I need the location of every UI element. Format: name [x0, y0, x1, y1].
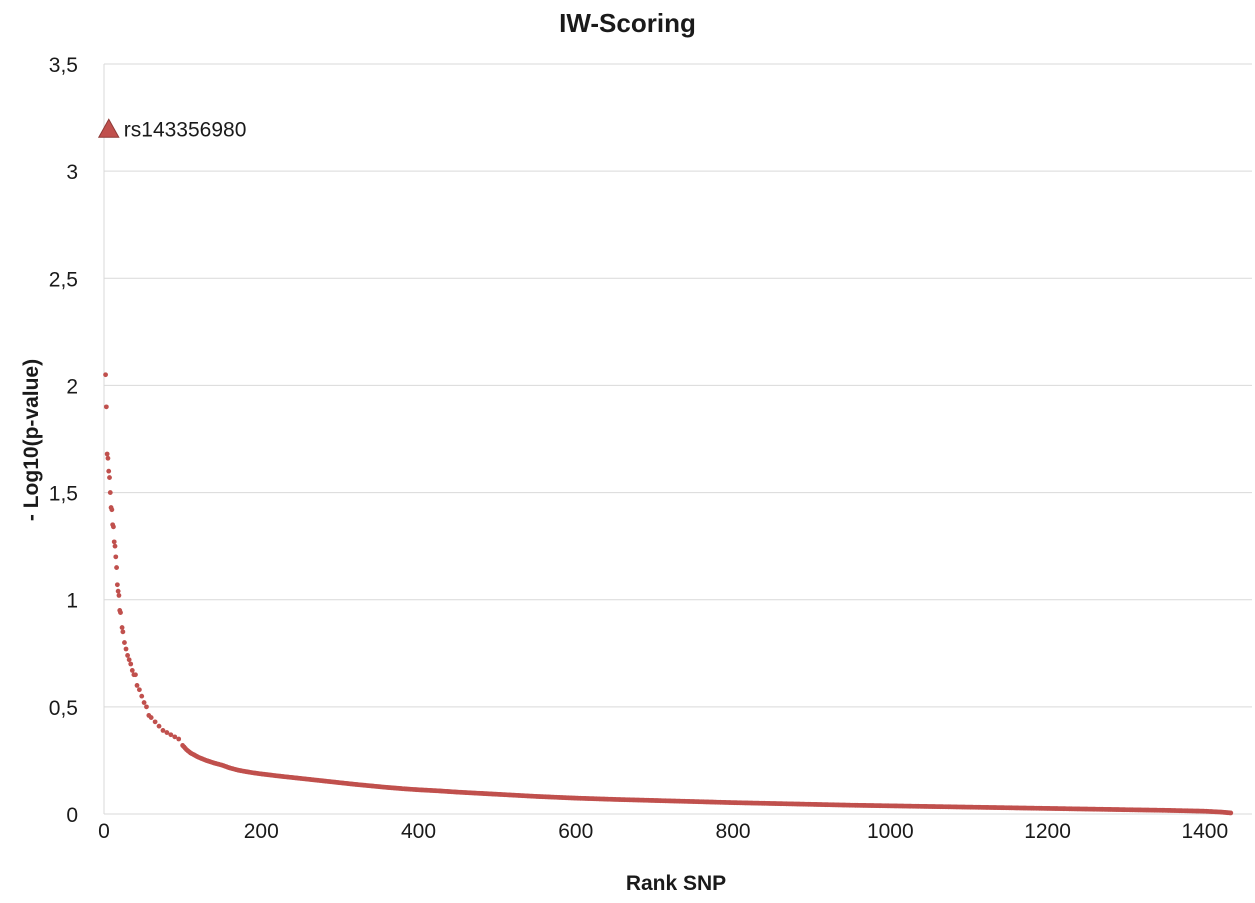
y-tick-label: 3,5	[49, 54, 78, 77]
scatter-series	[103, 372, 1234, 816]
chart-title: IW-Scoring	[559, 8, 696, 38]
x-tick-labels: 0 200 400 600 800 1000 1200 1400	[98, 820, 1228, 843]
x-tick-label: 600	[558, 820, 593, 843]
x-tick-label: 0	[98, 820, 110, 843]
data-point	[104, 451, 110, 457]
y-tick-label: 1	[66, 590, 78, 613]
highlight-label: rs143356980	[124, 118, 247, 141]
y-tick-label: 2,5	[49, 268, 78, 291]
gridlines	[103, 63, 1252, 815]
data-point	[129, 668, 135, 673]
x-tick-label: 400	[401, 820, 436, 843]
y-axis-label: - Log10(p-value)	[20, 359, 43, 521]
y-tick-labels: 0 0,5 1 1,5 2 2,5 3 3,5	[49, 54, 78, 827]
y-tick-label: 0,5	[49, 697, 78, 720]
data-point	[111, 524, 116, 530]
data-point	[114, 582, 120, 588]
x-axis-label: Rank SNP	[626, 872, 726, 895]
x-tick-label: 1000	[867, 820, 914, 843]
x-tick-label: 1200	[1024, 820, 1071, 843]
data-point	[148, 715, 154, 720]
data-point	[141, 700, 147, 705]
data-point	[152, 719, 158, 725]
data-point	[118, 610, 123, 615]
data-point	[107, 490, 113, 495]
data-point	[176, 736, 182, 742]
data-point	[106, 468, 112, 474]
data-point	[105, 455, 111, 461]
data-point	[136, 687, 142, 693]
data-point	[119, 625, 125, 630]
y-tick-label: 2	[66, 375, 78, 398]
y-tick-label: 0	[66, 804, 78, 827]
highlight-triangle-marker	[97, 118, 120, 138]
data-point	[172, 734, 178, 740]
data-point	[116, 593, 122, 598]
data-point	[115, 588, 121, 594]
data-point	[125, 653, 130, 658]
data-point	[168, 732, 174, 738]
x-tick-label: 1400	[1181, 820, 1228, 843]
data-point	[120, 629, 126, 635]
data-point	[1228, 810, 1234, 816]
highlight-annotation: rs143356980	[97, 118, 247, 141]
y-tick-label: 3	[66, 161, 78, 184]
data-point	[156, 723, 162, 729]
data-point	[109, 507, 115, 513]
x-tick-label: 800	[716, 820, 751, 843]
data-point	[114, 565, 119, 570]
data-point	[103, 404, 109, 410]
data-point	[134, 683, 140, 688]
data-point	[133, 672, 138, 678]
data-point	[160, 728, 166, 733]
data-point	[103, 372, 108, 378]
data-point	[123, 646, 129, 652]
y-tick-label: 1,5	[49, 483, 78, 506]
data-point	[107, 475, 112, 480]
data-point	[111, 539, 117, 545]
data-point	[113, 554, 119, 560]
x-tick-label: 200	[244, 820, 279, 843]
data-point	[139, 693, 145, 699]
data-point	[128, 661, 134, 667]
data-point	[144, 704, 149, 710]
data-point	[126, 657, 132, 663]
data-point	[112, 543, 118, 549]
data-point	[164, 730, 170, 735]
data-point	[122, 640, 127, 645]
